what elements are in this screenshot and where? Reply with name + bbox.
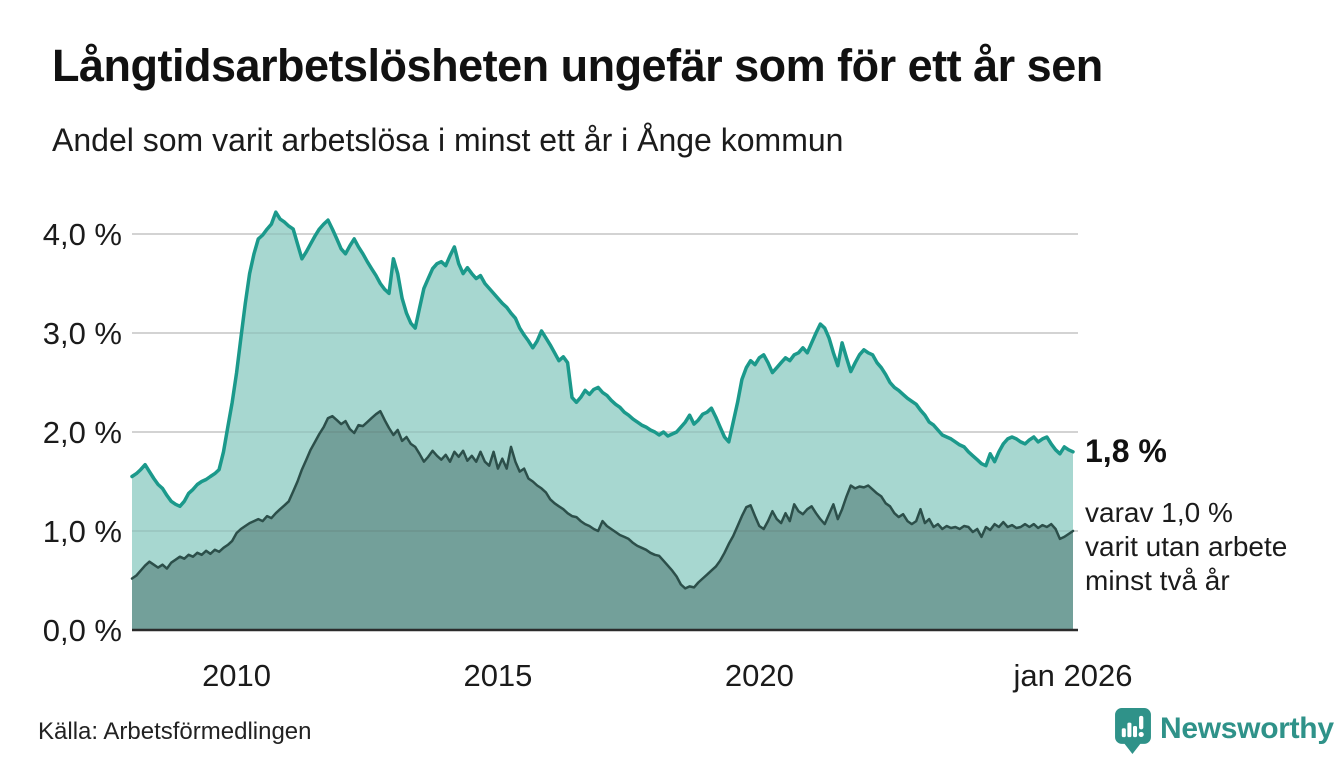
y-tick-label: 4,0 %	[43, 217, 122, 252]
x-tick-label: 2015	[463, 658, 532, 693]
end-value-label: 1,8 %	[1085, 433, 1167, 469]
chart-subtitle: Andel som varit arbetslösa i minst ett å…	[52, 122, 844, 158]
sublabel-line-1: varav 1,0 %	[1085, 497, 1233, 528]
newsworthy-icon	[1115, 708, 1151, 754]
x-tick-label: jan 2026	[1013, 658, 1133, 693]
y-tick-label: 1,0 %	[43, 514, 122, 549]
newsworthy-logo: Newsworthy	[1115, 708, 1334, 754]
x-tick-label: 2020	[725, 658, 794, 693]
y-tick-label: 0,0 %	[43, 613, 122, 648]
page-title: Långtidsarbetslösheten ungefär som för e…	[52, 40, 1103, 91]
line-at-least-two-years	[130, 409, 1075, 590]
y-tick-label: 2,0 %	[43, 415, 122, 450]
source-note: Källa: Arbetsförmedlingen	[38, 718, 312, 745]
line-at-least-one-year	[130, 210, 1075, 509]
x-tick-label: 2010	[202, 658, 271, 693]
sublabel-line-3: minst två år	[1085, 565, 1230, 596]
sublabel-line-2: varit utan arbete	[1085, 531, 1288, 562]
y-tick-label: 3,0 %	[43, 316, 122, 351]
end-value-sublabel: varav 1,0 % varit utan arbete minst två …	[1085, 496, 1287, 598]
newsworthy-wordmark: Newsworthy	[1160, 712, 1334, 745]
area-at-least-two-years	[132, 411, 1073, 630]
